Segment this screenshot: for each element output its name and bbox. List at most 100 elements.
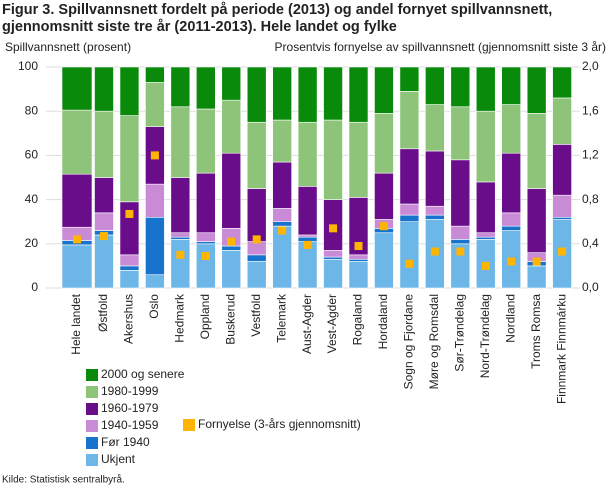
bar-segment — [348, 258, 369, 262]
bar-segment — [374, 66, 394, 114]
bar-segment — [348, 254, 369, 260]
bar-segment — [221, 99, 242, 154]
bar-segment — [475, 181, 496, 234]
marker — [507, 257, 516, 266]
bar-segment — [348, 66, 369, 123]
bar-segment — [374, 113, 394, 174]
bar-segment — [399, 214, 420, 223]
bar-segment — [272, 119, 292, 163]
bar-segment — [450, 239, 471, 245]
bar-segment — [425, 205, 445, 216]
bar-segment — [526, 66, 547, 114]
bar-segment — [170, 106, 191, 178]
bar-segment — [61, 244, 93, 289]
bar-segment — [552, 66, 572, 99]
marker — [354, 242, 363, 251]
bar-segment — [196, 232, 216, 242]
legend-label: Før 1940 — [101, 435, 150, 449]
bar-segment — [399, 66, 420, 92]
x-tick-label: Telemark — [274, 293, 288, 343]
bar-segment — [196, 172, 216, 234]
bar-segment — [119, 201, 140, 256]
x-tick-label: Aust-Agder — [300, 294, 314, 354]
bar-segment — [94, 212, 114, 231]
bar-segment — [475, 110, 496, 183]
y-tick-label: 80 — [25, 103, 39, 117]
bar-segment — [145, 274, 165, 289]
bar-segment — [170, 236, 191, 240]
bar-segment — [425, 214, 445, 220]
bar-segment — [399, 221, 420, 289]
bar-segment — [348, 121, 369, 198]
marker — [227, 237, 236, 246]
marker — [125, 209, 134, 218]
bar-segment — [501, 104, 522, 154]
marker — [176, 250, 185, 259]
bar-segment — [221, 152, 242, 229]
bar-segment — [246, 121, 267, 189]
bar-segment — [94, 234, 114, 289]
y2-tick-label: 0,8 — [582, 192, 599, 206]
bar-segment — [501, 212, 522, 227]
y2-tick-label: 0,0 — [582, 280, 599, 294]
bar-segment — [348, 261, 369, 289]
x-tick-label: Buskerud — [223, 294, 237, 345]
marker — [558, 247, 567, 256]
bar-segment — [399, 203, 420, 216]
bar-segment — [552, 194, 572, 218]
marker — [303, 240, 312, 249]
bar-segment — [552, 97, 572, 145]
bar-segment — [297, 186, 318, 236]
bar-segment — [297, 66, 318, 123]
bar-segment — [119, 254, 140, 267]
bar-segment — [170, 177, 191, 234]
bar-segment — [297, 234, 318, 238]
y-tick-label: 100 — [18, 59, 38, 73]
legend-label: Fornyelse (3-års gjennomsnitt) — [198, 417, 361, 431]
x-tick-label: Sogn og Fjordane — [402, 294, 416, 390]
bar-segment — [323, 119, 343, 200]
bar-segment — [119, 265, 140, 271]
bar-segment — [221, 245, 242, 251]
bar-segment — [374, 172, 394, 220]
bar-segment — [61, 66, 93, 111]
legend-label: 2000 og senere — [101, 367, 185, 381]
y2-tick-label: 1,6 — [582, 103, 599, 117]
marker — [201, 251, 210, 260]
legend-label: 1960-1979 — [101, 401, 159, 415]
bar-segment — [552, 144, 572, 196]
bar-segment — [450, 106, 471, 161]
marker — [73, 235, 81, 244]
y-tick-label: 60 — [25, 148, 39, 162]
bar-segment — [221, 250, 242, 289]
bar-segment — [61, 109, 93, 175]
y-tick-label: 0 — [31, 280, 38, 294]
y2-tick-label: 0,4 — [582, 236, 599, 250]
bar-segment — [272, 221, 292, 227]
bar-segment — [145, 82, 165, 127]
legend-label: 1940-1959 — [101, 418, 159, 432]
marker — [100, 232, 108, 241]
marker — [456, 247, 465, 256]
bar-segment — [94, 110, 114, 178]
y2-tick-label: 1,2 — [582, 148, 599, 162]
y2-axis-label: Prosentvis fornyelse av spillvannsnett (… — [275, 40, 606, 54]
bar-segment — [501, 66, 522, 105]
bar-segment — [170, 66, 191, 108]
bar-segment — [475, 236, 496, 240]
marker — [379, 222, 388, 231]
bar-segment — [450, 225, 471, 240]
bar-segment — [526, 113, 547, 189]
bar-segment — [526, 265, 547, 289]
legend-label: 1980-1999 — [101, 384, 159, 398]
marker — [430, 247, 439, 256]
bar-segment — [323, 250, 343, 258]
source: Kilde: Statistisk sentralbyrå. — [2, 474, 125, 486]
bar-segment — [145, 216, 165, 276]
legend-swatch — [86, 454, 98, 466]
bar-segment — [425, 104, 445, 152]
bar-segment — [501, 152, 522, 214]
marker — [329, 224, 338, 233]
chart-title: Figur 3. Spillvannsnett fordelt på perio… — [2, 2, 552, 18]
